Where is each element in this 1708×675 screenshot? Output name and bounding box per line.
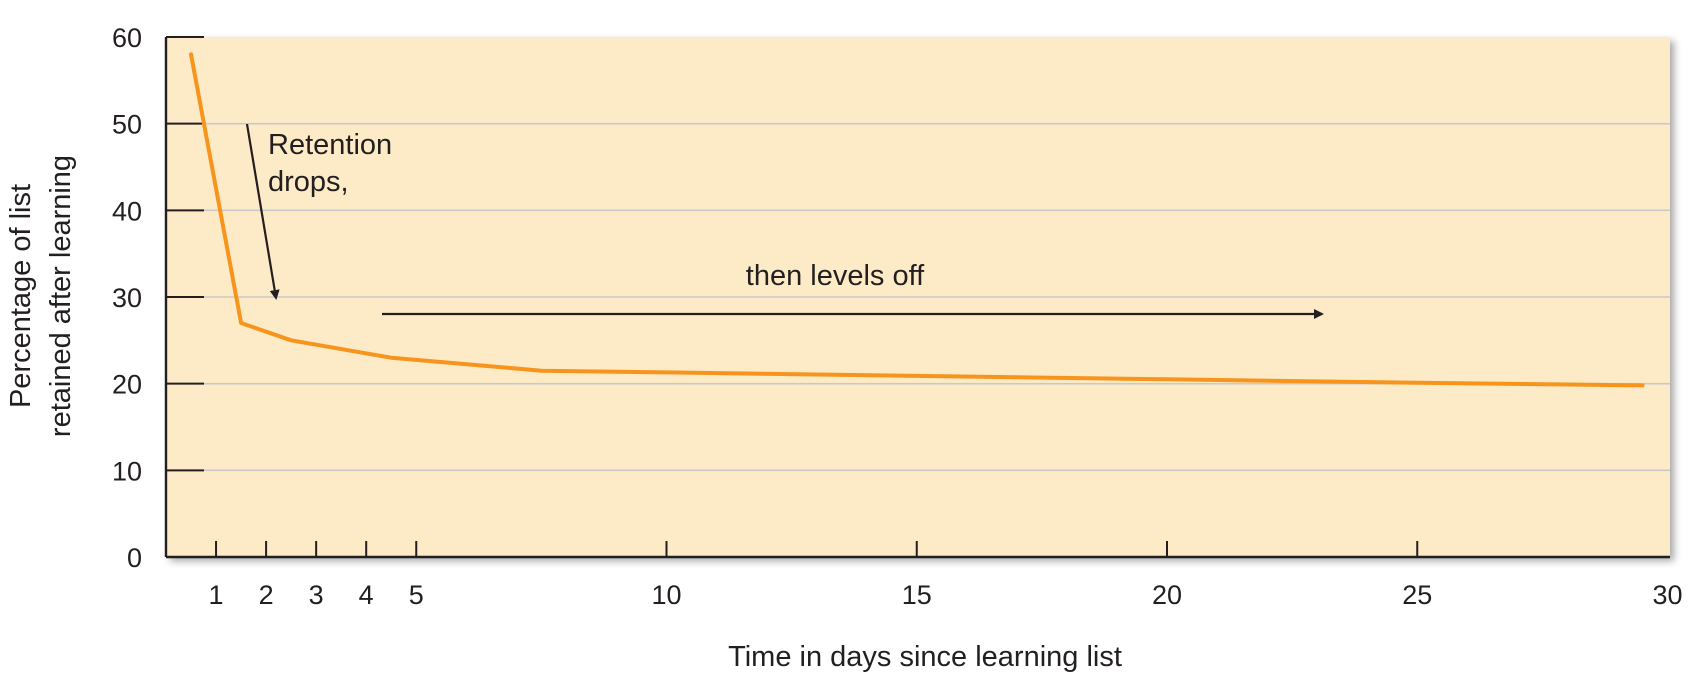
x-tick-label: 5	[409, 580, 424, 610]
x-tick-label: 20	[1152, 580, 1182, 610]
x-axis-label: Time in days since learning list	[728, 641, 1122, 673]
x-tick-label: 10	[651, 580, 681, 610]
x-tick-label: 3	[309, 580, 324, 610]
x-tick-label: 25	[1402, 580, 1432, 610]
x-tick-label: 4	[359, 580, 374, 610]
y-tick-label: 50	[112, 110, 142, 140]
y-tick-label: 30	[112, 283, 142, 313]
y-tick-label: 0	[127, 543, 142, 573]
annotation-drops-line2: drops,	[268, 166, 349, 198]
x-tick-label: 15	[902, 580, 932, 610]
y-axis-label-line2: retained after learning	[45, 155, 77, 437]
y-axis: 0 10 20 30 40 50 60	[112, 23, 204, 573]
series-line	[189, 52, 1645, 388]
x-tick-label: 2	[259, 580, 274, 610]
y-tick-label: 20	[112, 370, 142, 400]
drops-arrow	[245, 123, 280, 300]
x-tick-label: 30	[1652, 580, 1682, 610]
annotation-drops-line1: Retention	[268, 129, 392, 161]
y-tick-label: 60	[112, 23, 142, 53]
y-axis-label-line1: Percentage of list	[5, 184, 37, 408]
y-tick-label: 10	[112, 456, 142, 486]
x-axis: 1 2 3 4 5 10 15 20 25 30	[166, 541, 1683, 610]
y-tick-label: 40	[112, 196, 142, 226]
series-layer	[189, 52, 1645, 388]
x-tick-label: 1	[209, 580, 224, 610]
annotation-levels: then levels off	[746, 260, 925, 292]
grid-lines	[166, 122, 1670, 472]
